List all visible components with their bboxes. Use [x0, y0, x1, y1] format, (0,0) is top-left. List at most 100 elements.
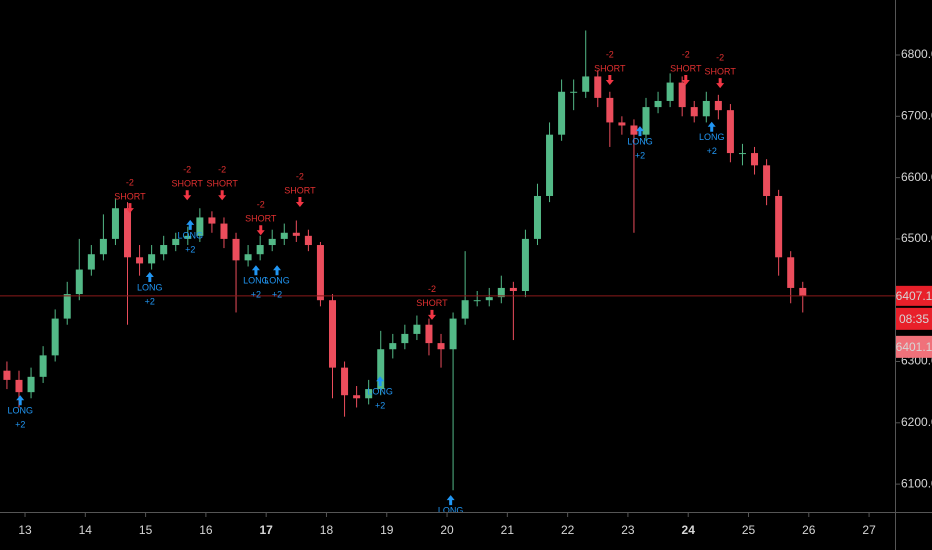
- candle-body: [690, 107, 698, 117]
- candle-body: [678, 82, 686, 108]
- candle-body: [485, 297, 493, 301]
- candle-body: [208, 217, 216, 224]
- candle-body: [220, 223, 228, 239]
- short-qty: -2: [606, 49, 614, 59]
- candle-body: [425, 324, 433, 344]
- short-arrow: [183, 190, 192, 201]
- countdown-label: 08:35: [899, 312, 929, 326]
- short-qty: -2: [716, 52, 724, 62]
- x-tick-label: 27: [862, 523, 876, 537]
- x-tick-label: 13: [18, 523, 32, 537]
- candle-body: [87, 254, 95, 270]
- short-qty: -2: [296, 171, 304, 181]
- candle-body: [401, 333, 409, 344]
- candle-body: [99, 238, 107, 255]
- y-tick-label: 6500.0: [901, 231, 932, 245]
- x-tick-label: 18: [320, 523, 334, 537]
- candle-body: [521, 238, 529, 292]
- short-arrow: [295, 197, 304, 208]
- long-arrow: [145, 272, 154, 282]
- candle-body: [111, 208, 119, 239]
- candle-body: [630, 125, 638, 135]
- long-arrow: [273, 265, 282, 276]
- short-arrow: [681, 75, 690, 86]
- candle-body: [196, 217, 204, 236]
- short-label: SHORT: [206, 179, 238, 189]
- short-label: SHORT: [284, 185, 316, 195]
- candle-body: [377, 349, 385, 390]
- candle-body: [124, 208, 132, 258]
- candle-body: [738, 153, 746, 155]
- y-tick-label: 6200.0: [901, 415, 932, 429]
- short-label: SHORT: [670, 63, 702, 73]
- candle-body: [582, 76, 590, 92]
- x-tick-label: 26: [802, 523, 816, 537]
- candle-body: [775, 195, 783, 258]
- candle-body: [497, 287, 505, 298]
- candle-body: [39, 355, 47, 377]
- candle-body: [570, 91, 578, 93]
- candle-body: [160, 245, 168, 255]
- short-label: SHORT: [172, 179, 204, 189]
- long-arrow: [251, 265, 260, 276]
- long-arrow: [707, 121, 716, 132]
- long-label: LONG: [177, 230, 203, 240]
- short-arrow: [605, 75, 614, 86]
- countdown-box: [896, 307, 932, 330]
- candle-body: [15, 379, 23, 393]
- candle-body: [365, 389, 373, 399]
- short-qty: -2: [428, 284, 436, 294]
- x-tick-label: 21: [501, 523, 515, 537]
- candle-body: [341, 367, 349, 396]
- candle-body: [473, 300, 481, 302]
- candle-body: [244, 254, 252, 261]
- candle-body: [509, 287, 517, 292]
- x-tick-label: 16: [199, 523, 213, 537]
- long-label: LONG: [627, 136, 653, 146]
- x-tick-label: 22: [561, 523, 575, 537]
- candle-body: [546, 134, 554, 196]
- candle-body: [449, 318, 457, 350]
- candle-body: [594, 76, 602, 98]
- short-qty: -2: [218, 165, 226, 175]
- long-qty: +2: [272, 290, 282, 300]
- x-tick-label: 20: [440, 523, 454, 537]
- short-arrow: [427, 309, 436, 320]
- long-arrow: [446, 495, 455, 506]
- y-tick-label: 6100.0: [901, 476, 932, 490]
- candle-body: [666, 82, 674, 101]
- long-label: LONG: [699, 132, 725, 142]
- long-qty: +2: [375, 401, 385, 411]
- candle-body: [280, 232, 288, 239]
- candle-body: [461, 300, 469, 319]
- long-label: LONG: [243, 276, 269, 286]
- candle-body: [353, 395, 361, 399]
- x-tick-label: 25: [742, 523, 756, 537]
- short-qty: -2: [257, 200, 265, 210]
- candle-body: [787, 257, 795, 288]
- candle-body: [232, 238, 240, 261]
- long-label: LONG: [264, 276, 290, 286]
- candle-body: [389, 343, 397, 350]
- candle-body: [3, 370, 11, 380]
- candle-body: [413, 324, 421, 334]
- x-tick-label: 17: [259, 523, 273, 537]
- x-tick-label: 19: [380, 523, 394, 537]
- short-label: SHORT: [594, 63, 626, 73]
- candle-body: [714, 100, 722, 111]
- long-arrow: [186, 219, 195, 230]
- candle-body: [558, 91, 566, 135]
- short-qty: -2: [183, 165, 191, 175]
- last-price-label: 6407.1: [896, 289, 932, 303]
- long-arrow: [635, 126, 644, 137]
- plot-area: LONG+2LONG+2LONG+2LONG+2LONG+2LONG+2LONG…: [0, 30, 895, 512]
- long-qty: +2: [15, 420, 25, 430]
- candle-body: [642, 107, 650, 135]
- candle-body: [256, 245, 264, 255]
- second-price-box: [896, 335, 932, 358]
- axes: 6100.06200.06300.06400.06500.06600.06700…: [18, 47, 932, 537]
- long-label: LONG: [7, 406, 33, 416]
- long-qty: +2: [635, 150, 645, 160]
- long-label: LONG: [367, 387, 393, 397]
